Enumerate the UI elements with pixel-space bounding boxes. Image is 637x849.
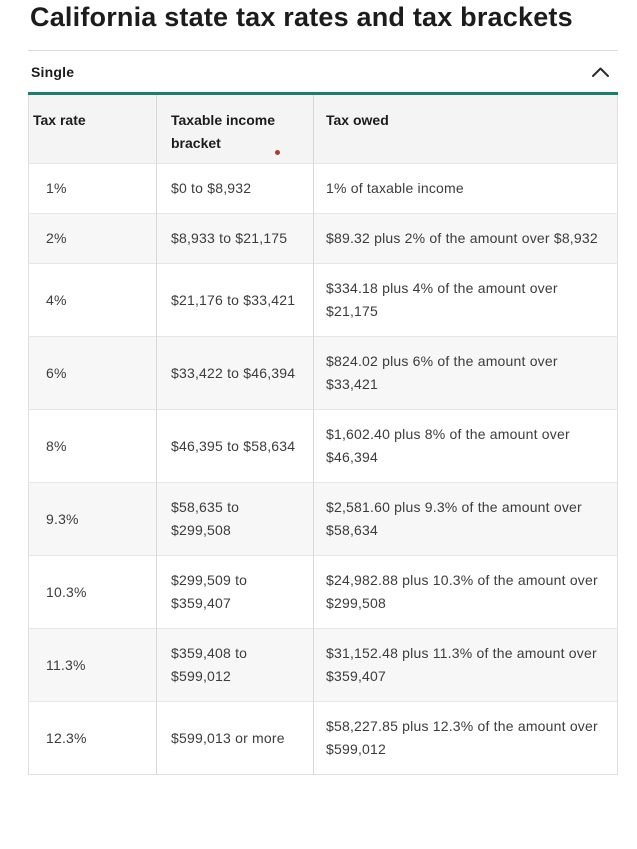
table-row: 12.3% $599,013 or more $58,227.85 plus 12.… xyxy=(28,701,618,775)
table-row: 10.3% $299,509 to $359,407 $24,982.88 plus… xyxy=(28,555,618,629)
tax-owed-cell: $824.02 plus 6% of the amount over $33,4… xyxy=(326,353,558,392)
page: California state tax rates and tax brack… xyxy=(28,2,618,775)
table-row: 11.3% $359,408 to $599,012 $31,152.48 plus… xyxy=(28,628,618,702)
column-header-taxable-income-bracket: Taxable income bracket xyxy=(156,93,314,164)
income-bracket-cell: $8,933 to $21,175 xyxy=(156,213,314,264)
table-row: 2% $8,933 to $21,175 $89.32 plus 2% of the… xyxy=(28,213,618,264)
tax-rate-cell: 9.3% xyxy=(28,482,157,556)
tax-brackets-table: Tax rate Taxable income bracket Tax owed… xyxy=(28,92,618,775)
income-bracket-cell: $46,395 to $58,634 xyxy=(156,409,314,483)
tax-owed-cell: $24,982.88 plus 10.3% of the amount over… xyxy=(326,572,598,611)
table-header-row: Tax rate Taxable income bracket Tax owed xyxy=(28,93,618,164)
income-bracket-cell: $299,509 to $359,407 xyxy=(156,555,314,629)
tax-owed-cell: $58,227.85 plus 12.3% of the amount over… xyxy=(326,718,598,757)
tax-rate-cell: 11.3% xyxy=(28,628,157,702)
tax-owed-cell: $1,602.40 plus 8% of the amount over $46… xyxy=(326,426,570,465)
tax-rate-cell: 6% xyxy=(28,336,157,410)
section-divider xyxy=(28,50,618,51)
income-bracket-cell: $599,013 or more xyxy=(156,701,314,775)
tax-rate-cell: 10.3% xyxy=(28,555,157,629)
table-row: 9.3% $58,635 to $299,508 $2,581.60 plus 9.… xyxy=(28,482,618,556)
column-header-tax-rate: Tax rate xyxy=(28,93,157,164)
table-row: 4% $21,176 to $33,421 $334.18 plus 4% of t… xyxy=(28,263,618,337)
chevron-up-icon[interactable] xyxy=(591,66,610,78)
table-row: 1% $0 to $8,932 1% of taxable income xyxy=(28,163,618,214)
tax-rate-cell: 2% xyxy=(28,213,157,264)
income-bracket-cell: $0 to $8,932 xyxy=(156,163,314,214)
tax-rate-cell: 1% xyxy=(28,163,157,214)
income-bracket-cell: $21,176 to $33,421 xyxy=(156,263,314,337)
column-header-tax-owed: Tax owed xyxy=(313,93,618,164)
table-body: 1% $0 to $8,932 1% of taxable income 2% $8,9… xyxy=(28,163,618,775)
tax-owed-cell: $334.18 plus 4% of the amount over $21,1… xyxy=(326,280,558,319)
tax-rate-cell: 12.3% xyxy=(28,701,157,775)
income-bracket-cell: $359,408 to $599,012 xyxy=(156,628,314,702)
tax-owed-cell: $31,152.48 plus 11.3% of the amount over… xyxy=(326,645,597,684)
income-bracket-cell: $33,422 to $46,394 xyxy=(156,336,314,410)
tax-rate-cell: 8% xyxy=(28,409,157,483)
accordion-header-single[interactable]: Single xyxy=(28,51,618,92)
table-row: 6% $33,422 to $46,394 $824.02 plus 6% of t… xyxy=(28,336,618,410)
tax-owed-cell: $2,581.60 plus 9.3% of the amount over $… xyxy=(326,499,582,538)
table-row: 8% $46,395 to $58,634 $1,602.40 plus 8% of… xyxy=(28,409,618,483)
tax-owed-cell: 1% of taxable income xyxy=(326,180,464,196)
accordion-label: Single xyxy=(31,64,75,80)
income-bracket-cell: $58,635 to $299,508 xyxy=(156,482,314,556)
page-title: California state tax rates and tax brack… xyxy=(30,2,573,32)
tax-rate-cell: 4% xyxy=(28,263,157,337)
tax-owed-cell: $89.32 plus 2% of the amount over $8,932 xyxy=(326,230,598,246)
column-header-label: Taxable income bracket xyxy=(171,112,276,151)
red-dot-marker-icon xyxy=(275,150,280,155)
